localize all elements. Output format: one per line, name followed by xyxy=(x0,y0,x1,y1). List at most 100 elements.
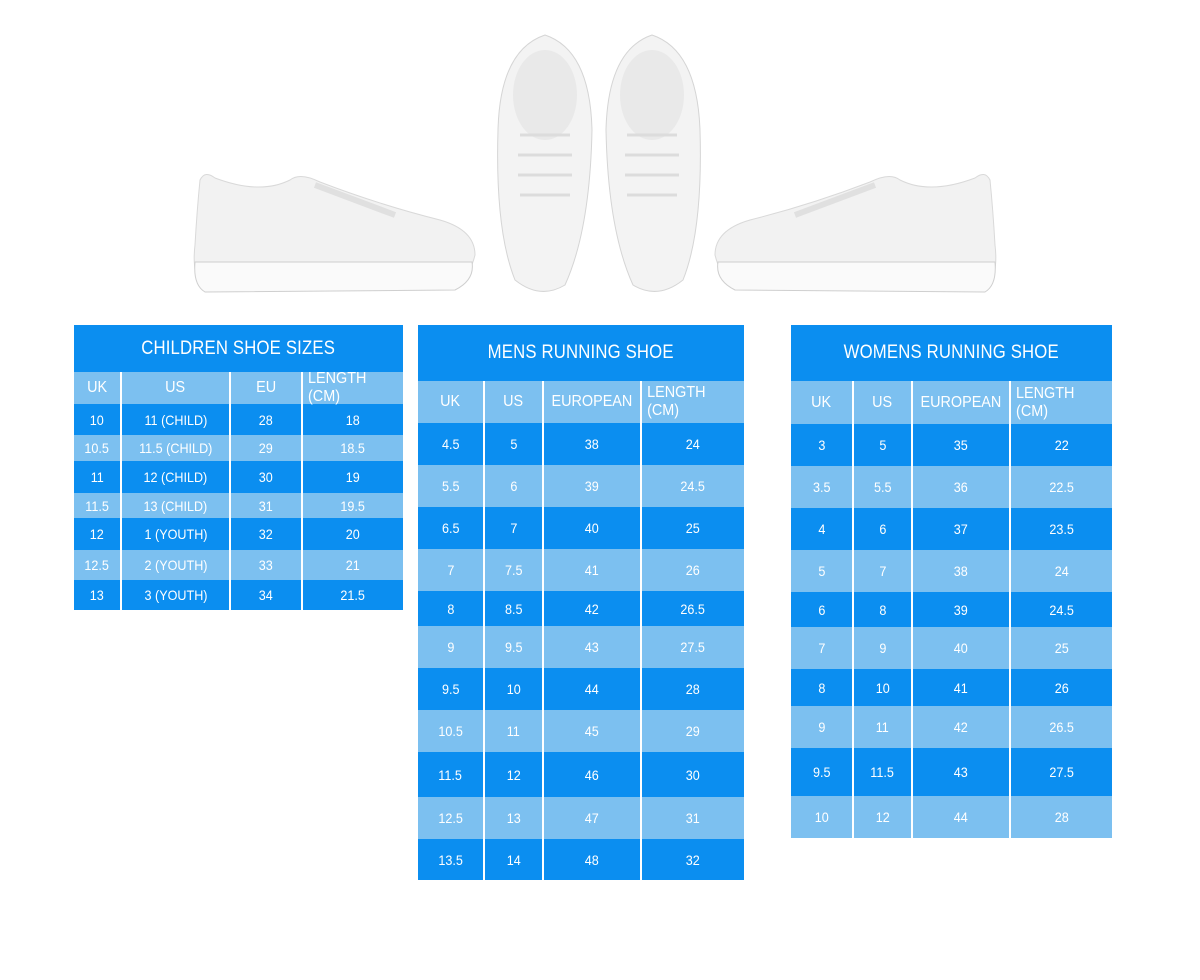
table-cell: 12 xyxy=(74,518,122,550)
table-title-text: CHILDREN SHOE SIZES xyxy=(141,337,336,359)
column-header: LENGTH (CM) xyxy=(303,370,403,405)
cell-text: 28 xyxy=(1054,809,1069,825)
table-row: 9.5 10 44 28 xyxy=(418,668,744,710)
cell-text: 34 xyxy=(258,587,274,603)
table-row: 13 3 (YOUTH) 34 21.5 xyxy=(74,580,403,610)
cell-text: 11.5 xyxy=(438,766,463,783)
cell-text: 24 xyxy=(685,436,701,452)
table-cell: 35 xyxy=(913,424,1011,466)
table-cell: 10 xyxy=(791,796,854,838)
table-cell: 11 xyxy=(854,706,913,748)
cell-text: 31 xyxy=(258,497,274,514)
cell-text: 39 xyxy=(953,601,969,618)
table-cell: 10 xyxy=(74,404,122,435)
cell-text: 12 xyxy=(89,526,105,542)
table-cell: 11.5 xyxy=(854,748,913,796)
table-row: 12 1 (YOUTH) 32 20 xyxy=(74,518,403,550)
table-row: 5.5 6 39 24.5 xyxy=(418,465,744,507)
table-cell: 28 xyxy=(1011,796,1112,838)
cell-text: 5 xyxy=(509,436,518,452)
cell-text: 26 xyxy=(685,562,701,578)
table-cell: 14 xyxy=(485,839,544,880)
table-cell: 31 xyxy=(231,493,303,518)
cell-text: 41 xyxy=(953,679,969,696)
cell-text: 11.5 xyxy=(85,497,109,514)
cell-text: 3.5 xyxy=(812,479,831,495)
cell-text: 22 xyxy=(1054,437,1069,453)
cell-text: 19.5 xyxy=(340,497,366,514)
cell-text: 30 xyxy=(258,469,274,485)
table-row: 5 7 38 24 xyxy=(791,550,1112,592)
table-cell: 20 xyxy=(303,518,403,550)
cell-text: 27.5 xyxy=(680,639,706,655)
table-cell: 46 xyxy=(544,752,642,797)
table-cell: 19.5 xyxy=(303,493,403,518)
cell-text: 48 xyxy=(584,851,600,868)
table-row: 10 11 (CHILD) 28 18 xyxy=(74,404,403,435)
table-cell: 47 xyxy=(544,797,642,839)
table-cell: 13 (CHILD) xyxy=(122,493,231,518)
table-cell: 22 xyxy=(1011,424,1112,466)
cell-text: 40 xyxy=(953,640,969,656)
table-row: 9 9.5 43 27.5 xyxy=(418,626,744,668)
table-row: 6 8 39 24.5 xyxy=(791,592,1112,627)
cell-text: 44 xyxy=(953,809,969,825)
cell-text: 13 xyxy=(506,810,521,826)
cell-text: 12.5 xyxy=(84,557,110,573)
table-cell: 10.5 xyxy=(74,435,122,461)
table-cell: 13 xyxy=(74,580,122,610)
table-cell: 26.5 xyxy=(642,591,744,626)
header-row: UK US EU LENGTH (CM) xyxy=(74,370,403,405)
table-row: 3.5 5.5 36 22.5 xyxy=(791,466,1112,508)
table-cell: 9.5 xyxy=(418,668,485,710)
cell-text: 8 xyxy=(878,601,887,618)
table-cell: 27.5 xyxy=(1011,748,1112,796)
cell-text: 7.5 xyxy=(504,562,523,578)
table-cell: 8 xyxy=(854,592,913,627)
table-row: 11 12 (CHILD) 30 19 xyxy=(74,461,403,493)
table-cell: 24 xyxy=(642,423,744,465)
table-cell: 6 xyxy=(485,465,544,507)
table-row: 4.5 5 38 24 xyxy=(418,423,744,465)
table-cell: 8 xyxy=(791,669,854,706)
table-cell: 42 xyxy=(913,706,1011,748)
table-cell: 9 xyxy=(418,626,485,668)
cell-text: 14 xyxy=(506,851,521,868)
cell-text: 8 xyxy=(446,600,455,617)
table-cell: 11.5 xyxy=(74,493,122,518)
cell-text: 42 xyxy=(584,600,600,617)
table-cell: 21 xyxy=(303,550,403,580)
table-cell: 29 xyxy=(642,710,744,752)
cell-text: 45 xyxy=(584,723,600,739)
cell-text: 24.5 xyxy=(680,478,706,494)
cell-text: 9.5 xyxy=(441,681,460,697)
table-cell: 12 xyxy=(854,796,913,838)
table-cell: 38 xyxy=(913,550,1011,592)
table-cell: 18 xyxy=(303,404,403,435)
table-cell: 12.5 xyxy=(418,797,485,839)
table-row: 11.5 13 (CHILD) 31 19.5 xyxy=(74,493,403,518)
table-cell: 7 xyxy=(485,507,544,549)
cell-text: 26.5 xyxy=(1049,719,1074,735)
cell-text: 8.5 xyxy=(504,600,523,617)
table-cell: 11 xyxy=(485,710,544,752)
table-row: 3 5 35 22 xyxy=(791,424,1112,466)
cell-text: 5 xyxy=(817,563,826,579)
table-cell: 6 xyxy=(854,508,913,550)
table-cell: 33 xyxy=(231,550,303,580)
table-cell: 9.5 xyxy=(791,748,854,796)
cell-text: 1 (YOUTH) xyxy=(144,526,207,542)
top-view-pair-icon xyxy=(497,34,701,292)
cell-text: 9 xyxy=(878,640,887,656)
cell-text: 8 xyxy=(817,679,826,696)
table-cell: 34 xyxy=(231,580,303,610)
table-cell: 31 xyxy=(642,797,744,839)
cell-text: 12 xyxy=(875,809,890,825)
table-cell: 32 xyxy=(231,518,303,550)
table-row: 9.5 11.5 43 27.5 xyxy=(791,748,1112,796)
cell-text: 7 xyxy=(509,520,518,536)
table-cell: 9 xyxy=(791,706,854,748)
cell-text: 28 xyxy=(258,411,274,428)
cell-text: 12 xyxy=(506,766,521,783)
table-cell: 36 xyxy=(913,466,1011,508)
